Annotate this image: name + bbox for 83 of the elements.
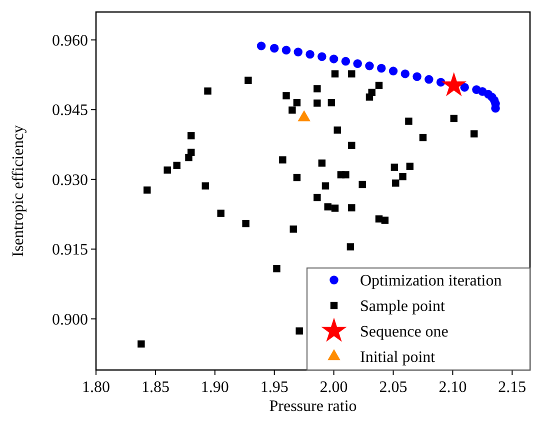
x-tick-label: 2.15	[498, 379, 526, 396]
point	[406, 162, 414, 170]
point	[296, 327, 303, 335]
y-tick-label: 0.945	[52, 102, 88, 120]
legend-label: Initial point	[360, 349, 436, 366]
point	[366, 93, 374, 101]
point	[306, 50, 314, 59]
point	[365, 62, 374, 70]
y-tick-label: 0.930	[52, 172, 88, 189]
point	[405, 118, 412, 125]
point	[144, 186, 151, 194]
point	[138, 340, 145, 348]
point	[185, 154, 192, 162]
point	[388, 66, 398, 76]
point	[412, 72, 422, 81]
point	[217, 210, 224, 217]
point	[314, 100, 321, 107]
point	[188, 132, 195, 140]
y-tick-label: 0.960	[52, 32, 88, 50]
point	[377, 64, 386, 73]
point	[293, 99, 301, 106]
point	[381, 216, 389, 224]
x-axis-title: Pressure ratio	[269, 398, 357, 415]
y-tick-label: 0.915	[52, 242, 88, 259]
point	[328, 99, 336, 106]
point	[314, 85, 321, 92]
point	[460, 82, 469, 92]
point	[358, 180, 366, 188]
point	[331, 70, 339, 78]
point	[318, 160, 326, 167]
point	[294, 48, 303, 56]
point	[390, 164, 398, 171]
point	[322, 182, 330, 190]
x-tick-label: 2.00	[320, 379, 348, 396]
point	[204, 87, 212, 95]
y-axis-title: Isentropic efficiency	[10, 125, 27, 257]
x-tick-label: 1.95	[260, 379, 288, 396]
point	[419, 134, 427, 142]
point	[392, 179, 400, 187]
point	[341, 56, 350, 66]
point	[256, 42, 266, 50]
point	[270, 44, 279, 53]
point	[450, 114, 458, 122]
x-tick-label: 1.90	[200, 379, 229, 396]
point	[348, 142, 356, 150]
point	[342, 171, 350, 178]
point	[279, 156, 286, 164]
point	[424, 75, 434, 84]
point	[399, 172, 406, 180]
point	[470, 130, 478, 138]
point	[334, 126, 341, 134]
point	[244, 76, 252, 84]
point	[282, 46, 291, 54]
legend-label: Sequence one	[360, 324, 448, 340]
point	[164, 166, 171, 174]
point	[324, 203, 332, 210]
point	[400, 69, 410, 78]
y-tick-label: 0.900	[52, 311, 88, 328]
point	[318, 52, 326, 61]
legend-label: Optimization iteration	[360, 272, 502, 290]
point	[346, 243, 354, 250]
point	[329, 54, 338, 64]
point	[273, 265, 280, 272]
point	[293, 174, 301, 182]
point	[375, 82, 383, 90]
point	[331, 204, 339, 212]
point	[436, 78, 446, 87]
x-tick-label: 1.85	[141, 379, 170, 396]
point	[290, 226, 297, 233]
point	[282, 92, 290, 100]
x-tick-label: 2.05	[379, 379, 408, 396]
point	[288, 106, 296, 114]
point	[348, 204, 356, 212]
point	[348, 70, 356, 78]
x-tick-label: 1.80	[82, 379, 110, 396]
point	[441, 72, 467, 96]
point	[353, 59, 362, 68]
x-tick-label: 2.10	[438, 379, 467, 396]
legend-label: Sample point	[360, 298, 446, 315]
point	[202, 182, 209, 190]
point	[314, 194, 321, 202]
point	[242, 220, 250, 228]
point	[173, 162, 180, 170]
